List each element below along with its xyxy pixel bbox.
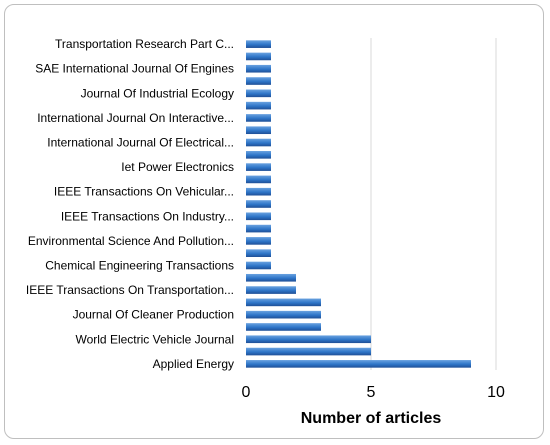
category-label-24: SAE International Journal Of Engines — [35, 62, 234, 76]
bar-25 — [246, 52, 271, 61]
category-label-20: International Journal On Interactive... — [37, 111, 234, 125]
x-tick-label-10: 10 — [487, 384, 505, 401]
bar-21 — [246, 101, 271, 110]
bar-15 — [246, 175, 271, 184]
x-tick-labels: 0 5 10 — [242, 384, 505, 401]
category-labels: Applied Energy World Electric Vehicle Jou… — [26, 37, 234, 371]
bar-2 — [246, 335, 371, 344]
gridlines — [370, 38, 497, 370]
category-label-0: Applied Energy — [153, 357, 234, 371]
bar-22 — [246, 89, 271, 98]
bar-0 — [246, 360, 471, 368]
category-label-14: IEEE Transactions On Vehicular... — [54, 185, 234, 199]
category-label-2: World Electric Vehicle Journal — [75, 332, 234, 346]
bar-7 — [246, 273, 296, 282]
x-axis-title: Number of articles — [301, 410, 442, 427]
category-label-4: Journal Of Cleaner Production — [73, 308, 234, 322]
bar-19 — [246, 126, 271, 135]
bar-26 — [246, 40, 271, 48]
bar-13 — [246, 200, 271, 208]
x-tick-label-5: 5 — [367, 384, 376, 401]
bar-10 — [246, 237, 271, 245]
bar-6 — [246, 286, 296, 294]
x-tick-label-0: 0 — [242, 384, 251, 401]
bar-20 — [246, 114, 271, 122]
bar-24 — [246, 64, 271, 73]
bars — [246, 40, 471, 368]
category-label-18: International Journal Of Electrical... — [47, 136, 234, 150]
category-label-8: Chemical Engineering Transactions — [45, 258, 234, 272]
bar-18 — [246, 138, 271, 147]
bar-9 — [246, 249, 271, 257]
bar-1 — [246, 347, 371, 356]
category-label-6: IEEE Transactions On Transportation... — [26, 283, 234, 297]
bar-23 — [246, 77, 271, 85]
bar-16 — [246, 163, 271, 171]
bar-4 — [246, 310, 321, 319]
bar-14 — [246, 187, 271, 196]
bar-5 — [246, 298, 321, 307]
category-label-22: Journal Of Industrial Ecology — [81, 86, 234, 100]
category-label-10: Environmental Science And Pollution... — [28, 234, 234, 248]
bar-3 — [246, 323, 321, 331]
bar-8 — [246, 261, 271, 270]
category-label-12: IEEE Transactions On Industry... — [61, 209, 234, 223]
bar-17 — [246, 151, 271, 159]
bar-12 — [246, 212, 271, 221]
bar-11 — [246, 224, 271, 233]
category-label-26: Transportation Research Part C... — [55, 37, 234, 51]
category-label-16: Iet Power Electronics — [121, 160, 234, 174]
